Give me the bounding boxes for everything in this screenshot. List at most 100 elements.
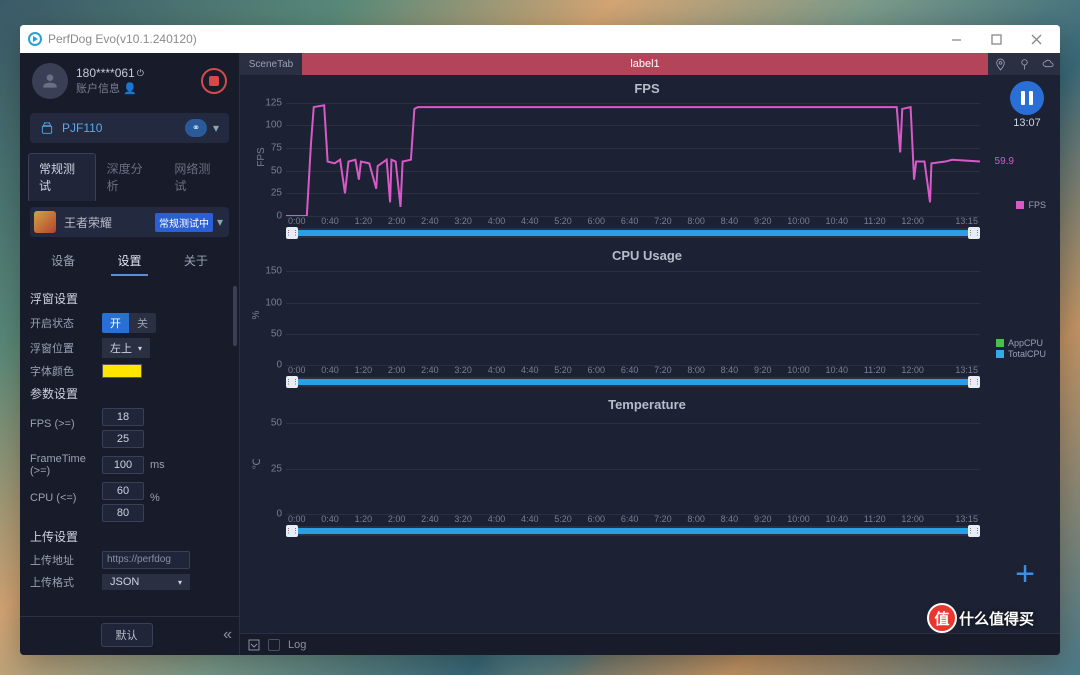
maximize-button[interactable] xyxy=(976,25,1016,53)
cloud-icon[interactable] xyxy=(1042,58,1055,71)
tag-icon[interactable] xyxy=(1018,58,1031,71)
frametime-unit: ms xyxy=(150,459,165,471)
nav-tabs: 设备 设置 关于 xyxy=(20,241,239,278)
upload-addr-input[interactable]: https://perfdog xyxy=(102,551,190,569)
cpu-input-1[interactable]: 60 xyxy=(102,482,144,500)
cpu-time-slider[interactable]: 0:000:401:202:002:403:204:004:405:206:00… xyxy=(286,365,980,393)
temp-chart: Temperature ℃ 02550 0:000:401:202:002:40… xyxy=(244,395,1050,542)
bottom-strip: Log xyxy=(240,633,1060,655)
sidebar: 180****061⏻ 账户信息 👤 PJF110 ⚭ ▾ 常规测试 深度分析 … xyxy=(20,53,240,655)
temp-title: Temperature xyxy=(244,395,1050,414)
user-id: 180****061 xyxy=(76,66,135,80)
watermark-icon: 值 xyxy=(927,603,957,633)
cpu-input-2[interactable]: 80 xyxy=(102,504,144,522)
link-icon: ⚭ xyxy=(185,119,207,137)
scene-tab[interactable]: SceneTab xyxy=(240,53,302,75)
nav-tab-device[interactable]: 设备 xyxy=(45,247,81,276)
add-chart-button[interactable]: + xyxy=(1008,559,1042,593)
scrollbar[interactable] xyxy=(233,286,237,346)
float-state-label: 开启状态 xyxy=(30,315,102,331)
main-area: SceneTab label1 13:07 + FPS xyxy=(240,53,1060,655)
float-state-toggle[interactable]: 开 关 xyxy=(102,313,156,333)
record-button[interactable] xyxy=(201,68,227,94)
cpu-ylabel: % xyxy=(251,311,262,320)
cpu-label: CPU (<=) xyxy=(30,482,102,504)
pause-button[interactable] xyxy=(1010,81,1044,115)
scene-label[interactable]: label1 xyxy=(302,53,988,75)
chevron-down-icon: ▾ xyxy=(217,215,223,229)
fps-time-slider[interactable]: 0:000:401:202:002:403:204:004:405:206:00… xyxy=(286,216,980,244)
mode-tab-deep[interactable]: 深度分析 xyxy=(96,153,164,201)
upload-addr-label: 上传地址 xyxy=(30,552,102,568)
window-title: PerfDog Evo(v10.1.240120) xyxy=(48,32,197,46)
power-icon: ⏻ xyxy=(137,68,144,78)
frametime-label: FrameTime (>=) xyxy=(30,453,102,477)
slider-handle-right[interactable]: ⋮⋮ xyxy=(968,376,980,388)
slider-handle-right[interactable]: ⋮⋮ xyxy=(968,227,980,239)
toggle-on[interactable]: 开 xyxy=(102,313,129,333)
cpu-title: CPU Usage xyxy=(244,246,1050,265)
section-float-title: 浮窗设置 xyxy=(30,290,235,307)
frametime-input[interactable]: 100 xyxy=(102,456,144,474)
titlebar: PerfDog Evo(v10.1.240120) xyxy=(20,25,1060,53)
fps-input-1[interactable]: 18 xyxy=(102,408,144,426)
default-button[interactable]: 默认 xyxy=(101,623,153,647)
cpu-chart: CPU Usage % AppCPU TotalCPU 050100150 0:… xyxy=(244,246,1050,393)
user-icon: 👤 xyxy=(123,83,137,95)
game-icon xyxy=(34,211,56,233)
device-name: PJF110 xyxy=(62,121,102,135)
slider-handle-right[interactable]: ⋮⋮ xyxy=(968,525,980,537)
fps-input-2[interactable]: 25 xyxy=(102,430,144,448)
slider-handle-left[interactable]: ⋮⋮ xyxy=(286,376,298,388)
toggle-off[interactable]: 关 xyxy=(129,313,156,333)
section-upload-title: 上传设置 xyxy=(30,528,235,545)
slider-handle-left[interactable]: ⋮⋮ xyxy=(286,227,298,239)
log-checkbox[interactable] xyxy=(268,639,280,651)
slider-handle-left[interactable]: ⋮⋮ xyxy=(286,525,298,537)
location-pin-icon[interactable] xyxy=(994,58,1007,71)
collapse-button[interactable]: « xyxy=(223,626,229,644)
float-pos-label: 浮窗位置 xyxy=(30,340,102,356)
section-params-title: 参数设置 xyxy=(30,385,235,402)
close-button[interactable] xyxy=(1016,25,1056,53)
avatar-icon[interactable] xyxy=(32,63,68,99)
game-selector[interactable]: 王者荣耀 常规测试中 ▾ xyxy=(30,207,229,237)
watermark: 值 什么值得买 xyxy=(927,603,1034,633)
fps-current-value: 59.9 xyxy=(995,156,1014,167)
color-swatch[interactable] xyxy=(102,364,142,378)
mode-tabs: 常规测试 深度分析 网络测试 xyxy=(20,149,239,201)
float-pos-select[interactable]: 左上▾ xyxy=(102,338,150,358)
nav-tab-about[interactable]: 关于 xyxy=(178,247,214,276)
cpu-unit: % xyxy=(150,482,160,504)
watermark-text: 什么值得买 xyxy=(959,608,1034,629)
nav-tab-settings[interactable]: 设置 xyxy=(111,247,147,276)
fps-legend: FPS xyxy=(1016,199,1046,210)
mode-tab-normal[interactable]: 常规测试 xyxy=(28,153,96,201)
mode-tab-network[interactable]: 网络测试 xyxy=(163,153,231,201)
settings-panel: 浮窗设置 开启状态 开 关 浮窗位置 左上▾ 字体颜色 参数设置 xyxy=(20,278,239,616)
game-name: 王者荣耀 xyxy=(64,214,112,231)
app-logo-icon xyxy=(28,32,42,46)
charts-container: 13:07 + FPS FPS 59.9 FPS 0255075100125 xyxy=(240,75,1060,633)
fps-title: FPS xyxy=(244,79,1050,98)
android-icon xyxy=(40,121,54,135)
fps-line xyxy=(286,98,980,216)
temp-time-slider[interactable]: 0:000:401:202:002:403:204:004:405:206:00… xyxy=(286,514,980,542)
user-row: 180****061⏻ 账户信息 👤 xyxy=(20,53,239,107)
scene-bar: SceneTab label1 xyxy=(240,53,1060,75)
game-status-badge: 常规测试中 xyxy=(155,213,213,232)
upload-fmt-select[interactable]: JSON▾ xyxy=(102,574,190,590)
app-window: PerfDog Evo(v10.1.240120) 180****061⏻ 账户… xyxy=(20,25,1060,655)
float-color-label: 字体颜色 xyxy=(30,363,102,379)
log-label: Log xyxy=(288,639,306,651)
minimize-button[interactable] xyxy=(936,25,976,53)
fps-label: FPS (>=) xyxy=(30,408,102,430)
upload-fmt-label: 上传格式 xyxy=(30,574,102,590)
expand-down-icon[interactable] xyxy=(248,639,260,651)
elapsed-time: 13:07 xyxy=(1010,117,1044,129)
device-selector[interactable]: PJF110 ⚭ ▾ xyxy=(30,113,229,143)
fps-chart: FPS FPS 59.9 FPS 0255075100125 0:000:401… xyxy=(244,79,1050,244)
chevron-down-icon: ▾ xyxy=(213,121,219,135)
account-label[interactable]: 账户信息 xyxy=(76,83,120,95)
cpu-legend: AppCPU TotalCPU xyxy=(996,337,1046,359)
